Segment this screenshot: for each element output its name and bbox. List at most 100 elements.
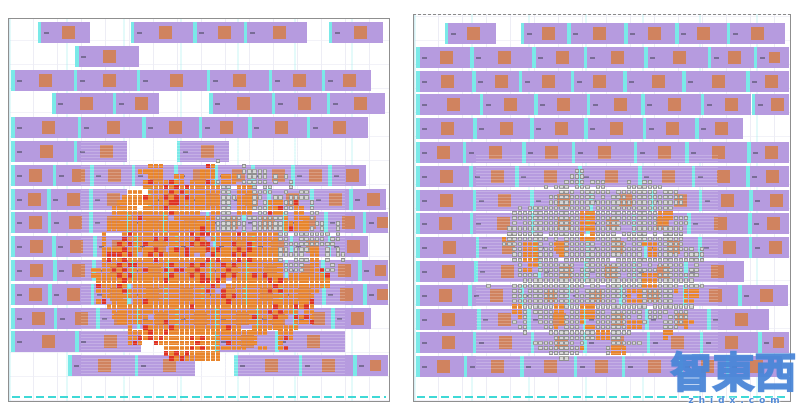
placed-cell [642,288,647,294]
placed-cell [663,299,668,304]
placed-cell [606,304,611,309]
placed-cell [242,221,247,226]
placed-cell [221,190,226,195]
placed-cell [278,283,283,288]
block-label-mark [295,245,301,248]
placed-cell [179,257,184,262]
placed-cell [632,236,637,242]
row-power-strip-icon [298,355,303,376]
placed-cell [606,252,611,257]
placed-cell [309,257,314,262]
placed-cell [647,267,652,273]
placed-cell [158,283,164,288]
block-core-square [711,146,725,159]
placement-row-block [11,189,48,210]
block-label-mark [589,341,595,344]
placed-cell [606,226,611,231]
placed-cell [621,221,626,226]
placed-cell [299,242,304,247]
placed-cell [574,252,580,257]
placed-cell [122,205,127,210]
block-label-mark [538,56,544,59]
placed-cell [138,278,143,283]
placed-cell [580,247,585,252]
placed-cell [179,335,184,340]
placed-cell [294,262,299,268]
placed-cell [652,221,658,226]
placed-cell [221,288,226,294]
block-label-mark [647,103,653,106]
placed-cell [112,216,117,221]
placed-cell [538,283,543,288]
placed-cell [273,314,278,320]
placed-cell [554,205,559,210]
block-core-square [39,145,53,158]
placed-cell [606,288,611,294]
block-label-mark [706,103,712,106]
block-label-mark [576,80,582,83]
placed-cell [569,314,574,320]
placement-row-block [641,94,701,115]
placed-cell [216,205,221,210]
placed-cell [268,190,273,195]
placed-cell [663,226,668,231]
block-core-square [700,360,714,373]
placed-cell [543,236,548,242]
placed-cell [517,299,522,304]
placed-cell [210,325,216,330]
placed-cell [590,304,595,309]
placed-cell [330,268,335,273]
placed-cell [262,309,268,314]
placed-cell [595,210,600,216]
placed-cell [278,221,283,226]
placed-cell [143,268,148,273]
placed-cell [580,273,585,278]
row-power-strip-icon [324,212,328,233]
row-power-strip-icon [131,165,136,186]
placed-cell [642,226,647,231]
block-label-mark [422,103,427,106]
row-power-strip-icon [11,70,15,91]
placed-cell [548,288,554,294]
placed-cell [200,257,205,262]
block-label-mark [58,102,64,105]
placed-cell [652,236,658,242]
placed-cell [642,200,647,205]
placed-cell [320,231,325,236]
placed-cell [569,304,574,309]
placed-cell [611,330,616,335]
placement-row-block [324,212,363,233]
placed-cell [164,309,169,314]
placed-cell [210,247,216,252]
block-core-square [499,336,513,349]
placed-cell [694,283,699,288]
placed-cell [242,200,247,205]
placed-cell [190,294,195,299]
placed-cell [127,278,132,283]
row-power-strip-icon [53,308,58,329]
placed-cell [164,283,169,288]
placed-cell [278,216,283,221]
placed-cell [174,330,179,335]
block-label-mark [704,199,710,202]
placed-cell [143,283,148,288]
placed-cell [117,304,122,309]
placed-cell [278,200,283,205]
placed-cell [169,356,174,361]
block-core-square [353,97,367,110]
row-power-strip-icon [209,93,213,114]
placed-cell [288,288,294,294]
placed-cell [632,210,637,216]
placed-cell [262,169,268,174]
placed-cell [548,283,554,288]
placed-cell [273,205,278,210]
placed-cell [590,247,595,252]
placed-cell [678,273,684,278]
placed-cell [590,314,595,320]
placed-cell [273,283,278,288]
placed-cell [533,226,538,231]
placed-cell [694,267,699,273]
placed-cell [684,215,689,221]
placed-cell [210,174,216,179]
placed-cell [236,304,242,309]
